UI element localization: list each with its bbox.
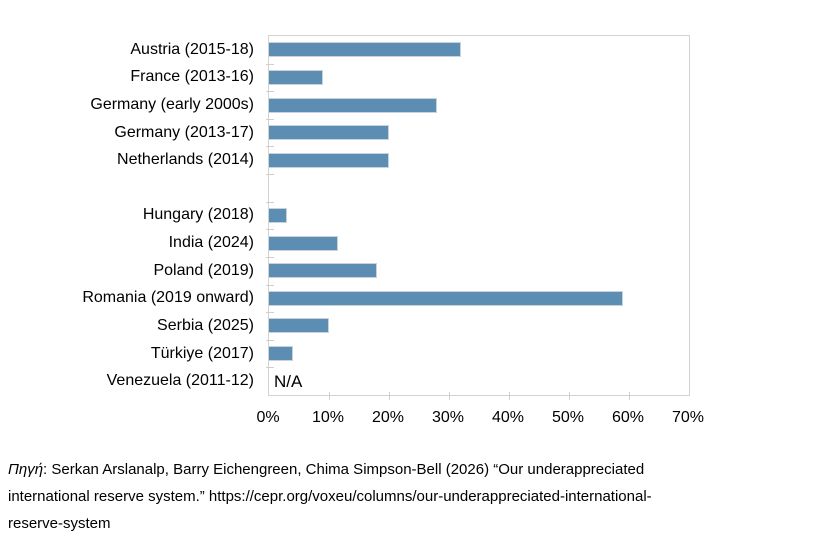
y-axis-tick (266, 146, 274, 148)
value-bar (269, 97, 437, 113)
category-label: India (2024) (168, 234, 254, 252)
chart-row: Poland (2019) (153, 257, 689, 285)
category-label: Austria (2015-18) (130, 40, 254, 58)
source-line-1: Πηγή: Serkan Arslanalp, Barry Eichengree… (8, 456, 808, 483)
value-bar (269, 235, 338, 251)
x-axis-tick (329, 392, 330, 400)
category-label: Germany (early 2000s) (90, 96, 254, 114)
chart-row: Germany (2013-17) (114, 119, 689, 147)
plot-area: Austria (2015-18) France (2013-16) Germany… (82, 35, 690, 400)
value-bar (269, 125, 389, 141)
y-axis-tick (266, 256, 274, 258)
chart-row: India (2024) (169, 229, 689, 257)
value-bar (269, 346, 293, 361)
category-label: Romania (2019 onward) (82, 289, 254, 307)
category-label: Poland (2019) (153, 261, 254, 279)
chart-row: Türkiye (2017) (151, 340, 689, 368)
source-line-1-text: : Serkan Arslanalp, Barry Eichengreen, C… (43, 461, 645, 478)
chart-row: Venezuela (2011-12) N/A (107, 367, 689, 395)
x-axis-tick-label: 10% (311, 409, 345, 426)
value-bar (269, 318, 329, 334)
category-label: Hungary (2018) (142, 206, 254, 224)
chart-row: Hungary (2018) (143, 202, 689, 230)
y-axis-tick (266, 339, 274, 341)
x-axis-tick-label: 0% (256, 409, 280, 426)
na-annotation: N/A (274, 371, 303, 391)
chart-row: Netherlands (2014) (117, 146, 689, 174)
y-axis-tick (266, 174, 274, 176)
value-bar (269, 152, 389, 168)
x-axis-tick-label: 50% (551, 409, 585, 426)
x-axis-tick (509, 392, 510, 400)
y-axis-tick (266, 284, 274, 286)
y-axis-tick (266, 367, 274, 369)
x-axis-tick-label: 60% (611, 409, 645, 426)
category-label: Serbia (2025) (157, 316, 254, 334)
value-bar (269, 263, 377, 279)
x-axis-tick (389, 392, 390, 400)
x-axis-tick-label: 70% (671, 409, 705, 426)
value-bar (269, 290, 623, 306)
chart-row: Romania (2019 onward) (82, 284, 689, 312)
y-axis-tick (266, 63, 274, 65)
y-axis-tick (266, 118, 274, 120)
category-label: Venezuela (2011-12) (106, 372, 254, 390)
category-label: Netherlands (2014) (117, 151, 254, 169)
chart-row: Austria (2015-18) (130, 36, 689, 64)
value-bar (269, 42, 461, 58)
y-axis-tick (266, 229, 274, 231)
chart-row-spacer (269, 174, 689, 202)
x-axis-tick-label: 20% (371, 409, 405, 426)
source-line-2: international reserve system.” https://c… (8, 488, 652, 505)
y-axis-tick (266, 91, 274, 93)
category-label: Türkiye (2017) (150, 344, 254, 362)
y-axis-tick (266, 312, 274, 314)
category-label: France (2013-16) (130, 68, 254, 86)
chart-row: France (2013-16) (130, 64, 689, 92)
x-axis-tick-label: 30% (431, 409, 465, 426)
x-axis-tick (629, 392, 630, 400)
source-line-3: reserve-system (8, 515, 111, 532)
x-axis-tick-label: 40% (491, 409, 525, 426)
source-note: Πηγή: Serkan Arslanalp, Barry Eichengree… (8, 456, 808, 537)
value-bar (269, 69, 323, 85)
x-axis-tick (449, 392, 450, 400)
chart-row: Germany (early 2000s) (90, 91, 689, 119)
value-bar (269, 207, 287, 223)
y-axis-tick (266, 201, 274, 203)
chart-row: Serbia (2025) (157, 312, 689, 340)
source-label: Πηγή (8, 461, 44, 478)
x-axis-tick (569, 392, 570, 400)
category-label: Germany (2013-17) (114, 123, 254, 141)
